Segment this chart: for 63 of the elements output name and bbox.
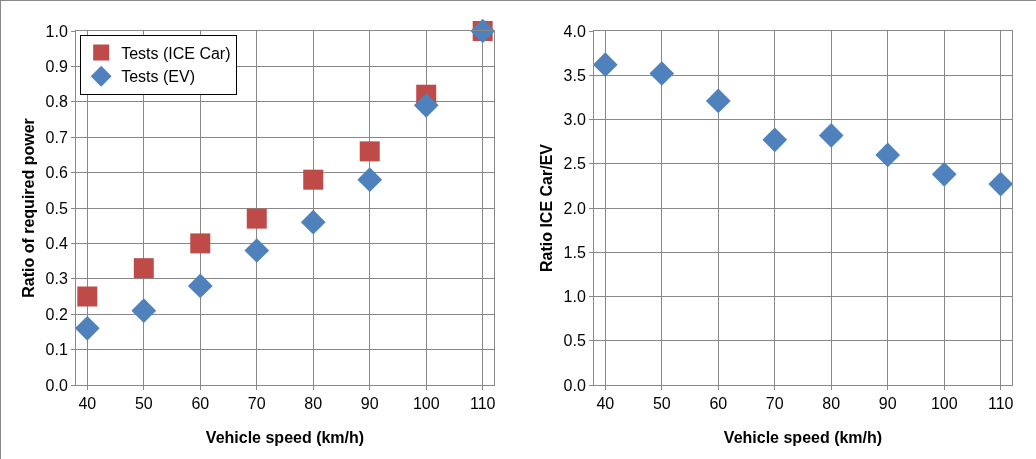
- y-tick-label: 3.5: [563, 66, 586, 84]
- x-tick-label: 60: [191, 395, 210, 413]
- y-tick-label: 2.5: [563, 155, 586, 173]
- y-tick-label: 0.0: [563, 376, 586, 394]
- point: [244, 238, 270, 263]
- y-tick-label: 1.0: [45, 22, 68, 40]
- x-tick-label: 70: [247, 395, 266, 413]
- x-tick-label: 50: [134, 395, 153, 413]
- x-tick-label: 50: [652, 395, 671, 413]
- point: [187, 273, 213, 299]
- legend-label: Tests (EV): [121, 68, 195, 86]
- x-tick-label: 70: [765, 395, 784, 413]
- y-tick-label: 1.0: [563, 288, 586, 306]
- x-tick-label: 110: [987, 395, 1014, 413]
- x-axis-title: Vehicle speed (km/h): [723, 429, 883, 446]
- point: [592, 52, 618, 77]
- point: [413, 92, 439, 118]
- point: [649, 61, 675, 86]
- point: [300, 209, 326, 235]
- x-axis-title: Vehicle speed (km/h): [205, 429, 365, 446]
- point: [133, 258, 154, 279]
- point: [875, 142, 901, 168]
- y-axis-title: Ratio ICE Car/EV: [538, 143, 555, 273]
- x-tick-label: 90: [360, 395, 379, 413]
- x-tick-label: 40: [78, 395, 97, 413]
- y-tick-label: 0.5: [45, 199, 68, 217]
- y-tick-label: 0.8: [45, 93, 68, 111]
- legend-label: Tests (ICE Car): [121, 44, 231, 62]
- y-tick-label: 0.3: [45, 270, 68, 288]
- x-tick-label: 90: [878, 395, 897, 413]
- point: [705, 88, 731, 114]
- y-tick-label: 0.6: [45, 164, 68, 182]
- point: [246, 208, 267, 229]
- point: [190, 233, 211, 254]
- y-tick-label: 0.9: [45, 58, 68, 75]
- y-tick-label: 0.0: [45, 376, 68, 394]
- y-tick-label: 0.1: [45, 341, 68, 359]
- x-tick-label: 40: [596, 395, 615, 413]
- point: [74, 316, 100, 341]
- x-tick-label: 80: [304, 395, 323, 413]
- y-tick-label: 0.4: [45, 235, 68, 252]
- point: [988, 171, 1014, 197]
- point: [77, 286, 98, 307]
- point: [762, 127, 788, 153]
- point: [357, 167, 383, 193]
- point: [359, 141, 380, 162]
- y-axis-title: Ratio of required power: [20, 118, 37, 298]
- point: [931, 162, 957, 187]
- point: [131, 298, 157, 324]
- y-tick-label: 0.2: [45, 305, 68, 323]
- y-tick-label: 0.7: [45, 128, 68, 146]
- point: [818, 123, 844, 148]
- x-tick-label: 100: [930, 395, 958, 413]
- y-tick-label: 3.0: [563, 111, 586, 129]
- x-tick-label: 110: [469, 395, 496, 413]
- y-tick-label: 4.0: [563, 22, 586, 40]
- y-tick-label: 1.5: [563, 243, 586, 261]
- y-tick-label: 0.5: [563, 332, 586, 350]
- x-tick-label: 60: [709, 395, 728, 413]
- y-tick-label: 2.0: [563, 199, 586, 217]
- point: [303, 169, 324, 190]
- x-tick-label: 100: [412, 395, 440, 413]
- x-tick-label: 80: [822, 395, 841, 413]
